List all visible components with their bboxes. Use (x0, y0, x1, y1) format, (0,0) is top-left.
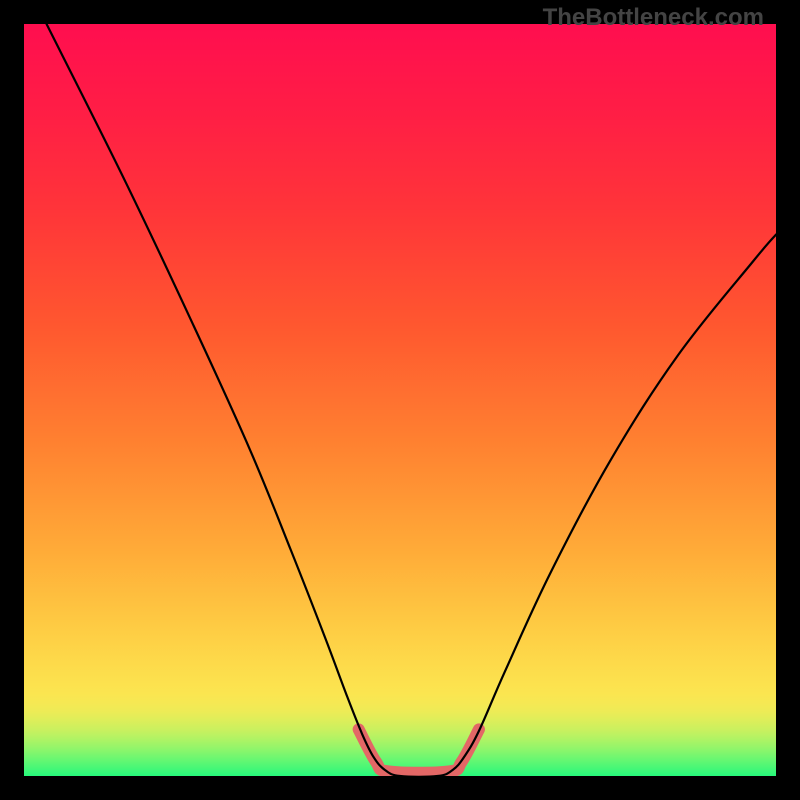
bottleneck-chart (0, 0, 800, 800)
gradient-background (24, 24, 776, 776)
watermark-label: TheBottleneck.com (543, 4, 764, 32)
plot-container: TheBottleneck.com (0, 0, 800, 800)
